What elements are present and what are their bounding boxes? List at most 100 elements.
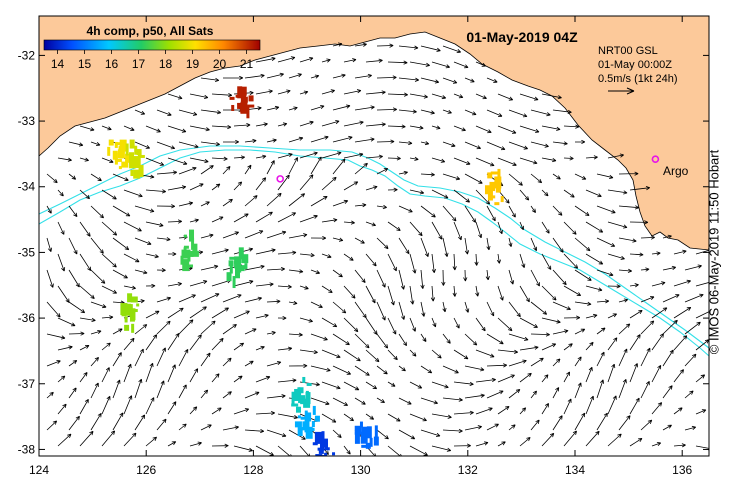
current-arrow: [211, 92, 233, 98]
current-arrow: [475, 125, 492, 134]
current-arrow: [684, 321, 701, 335]
current-arrow: [321, 218, 338, 223]
current-arrow: [464, 333, 478, 346]
current-arrow: [200, 233, 214, 239]
current-arrow: [57, 403, 67, 415]
current-arrow: [365, 413, 375, 420]
current-arrow: [277, 122, 288, 127]
current-arrow: [332, 158, 346, 175]
current-arrow: [409, 156, 419, 161]
current-arrow: [453, 443, 471, 448]
current-arrow: [123, 189, 143, 198]
current-arrow: [321, 176, 337, 191]
current-arrow: [640, 296, 655, 303]
current-arrow: [101, 395, 111, 415]
current-arrow: [255, 89, 273, 95]
current-arrow: [145, 253, 159, 259]
y-axis: -32 -33 -34 -35 -36 -37 -38: [18, 48, 709, 456]
current-arrow: [79, 189, 90, 200]
current-arrow: [474, 253, 479, 266]
current-arrow: [541, 93, 562, 100]
current-arrow: [343, 58, 357, 63]
current-arrow: [79, 157, 89, 162]
current-arrow: [354, 73, 372, 79]
current-arrow: [266, 230, 287, 239]
current-arrow: [563, 398, 572, 415]
current-arrow: [431, 349, 442, 359]
current-arrow: [200, 141, 220, 147]
current-arrow: [277, 346, 293, 351]
current-arrow: [354, 42, 367, 47]
current-arrow: [574, 356, 582, 367]
current-arrow: [387, 92, 408, 97]
current-arrow: [354, 162, 368, 175]
current-arrow: [464, 393, 485, 399]
current-arrow: [200, 165, 214, 175]
current-arrow: [222, 198, 233, 207]
current-arrow: [552, 358, 561, 367]
current-arrow: [409, 317, 416, 332]
current-arrow: [90, 173, 102, 182]
current-arrow: [189, 125, 210, 132]
current-arrow: [211, 124, 232, 130]
current-arrow: [123, 253, 140, 263]
current-arrow: [79, 430, 94, 447]
current-arrow: [156, 109, 172, 116]
current-arrow: [662, 234, 672, 239]
current-arrow: [90, 237, 104, 254]
colorbar-ticks: 14 15 16 17 18 19 20 21: [51, 50, 253, 71]
current-arrow: [266, 160, 275, 175]
current-arrow: [585, 366, 593, 383]
current-arrow: [486, 301, 495, 317]
current-arrow: [299, 57, 314, 63]
current-arrow: [607, 221, 628, 229]
current-arrow: [112, 173, 129, 181]
current-arrow: [618, 268, 632, 273]
current-arrow: [387, 124, 406, 129]
current-arrow: [178, 348, 189, 367]
current-arrow: [431, 253, 436, 274]
current-arrow: [695, 282, 709, 287]
current-arrow: [321, 89, 335, 95]
current-arrow: [585, 221, 604, 233]
current-arrow: [497, 406, 510, 415]
current-arrow: [585, 285, 603, 292]
current-arrow: [508, 301, 521, 318]
current-arrow: [552, 141, 568, 146]
current-arrow: [695, 311, 709, 319]
current-arrow: [134, 324, 148, 335]
current-arrow: [288, 73, 302, 79]
current-arrow: [277, 413, 298, 420]
current-arrow: [574, 412, 586, 431]
current-arrow: [519, 125, 540, 133]
current-arrow: [57, 157, 72, 162]
current-arrow: [640, 419, 653, 431]
current-arrow: [90, 301, 107, 309]
current-arrow: [266, 394, 286, 399]
current-arrow: [277, 378, 297, 383]
current-arrow: [519, 285, 530, 303]
current-arrow: [310, 333, 328, 341]
current-arrow: [563, 156, 574, 161]
current-arrow: [178, 423, 187, 431]
current-arrow: [387, 381, 396, 387]
current-arrow: [332, 73, 346, 79]
current-arrow: [79, 221, 91, 237]
land-mass: [39, 16, 709, 251]
current-arrow: [299, 90, 309, 95]
current-arrow: [496, 253, 501, 264]
current-arrow: [629, 310, 643, 319]
current-arrow: [442, 397, 463, 402]
current-arrow: [552, 237, 564, 253]
current-arrow: [464, 365, 485, 372]
current-arrow: [463, 269, 468, 282]
y-tick-label: -36: [18, 311, 36, 325]
current-arrow: [662, 424, 672, 431]
current-arrow: [530, 141, 549, 148]
current-arrow: [453, 381, 474, 386]
current-arrow: [211, 337, 224, 351]
current-arrow: [684, 390, 694, 399]
current-arrow: [200, 201, 210, 207]
current-arrow: [585, 313, 598, 319]
current-arrow: [266, 105, 280, 111]
